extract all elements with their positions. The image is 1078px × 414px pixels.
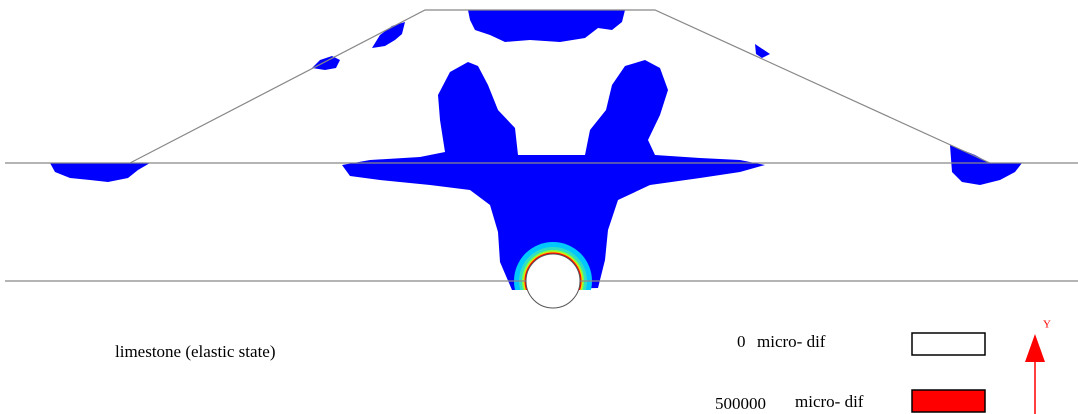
legend-swatch xyxy=(911,389,986,413)
zone-central xyxy=(342,60,765,290)
axis-label: Y xyxy=(1043,319,1051,331)
legend-swatch xyxy=(911,332,986,356)
legend-unit: micro- dif xyxy=(757,332,826,351)
zone-foot-left xyxy=(50,163,150,182)
legend-value: 0 xyxy=(737,332,746,351)
legend-value: 500000 xyxy=(715,394,766,413)
zone-slope-left-b xyxy=(372,22,405,48)
tunnel xyxy=(525,253,581,309)
material-label: limestone (elastic state) xyxy=(115,342,276,361)
zone-slope-left-a xyxy=(312,56,340,70)
legend-unit: micro- dif xyxy=(795,392,864,411)
axis-arrowhead xyxy=(1025,334,1045,362)
zone-slope-right xyxy=(755,44,770,58)
embankment xyxy=(129,9,991,164)
plastic-zones xyxy=(50,10,1022,290)
zone-crest xyxy=(468,10,625,42)
zone-foot-right xyxy=(950,145,1022,185)
